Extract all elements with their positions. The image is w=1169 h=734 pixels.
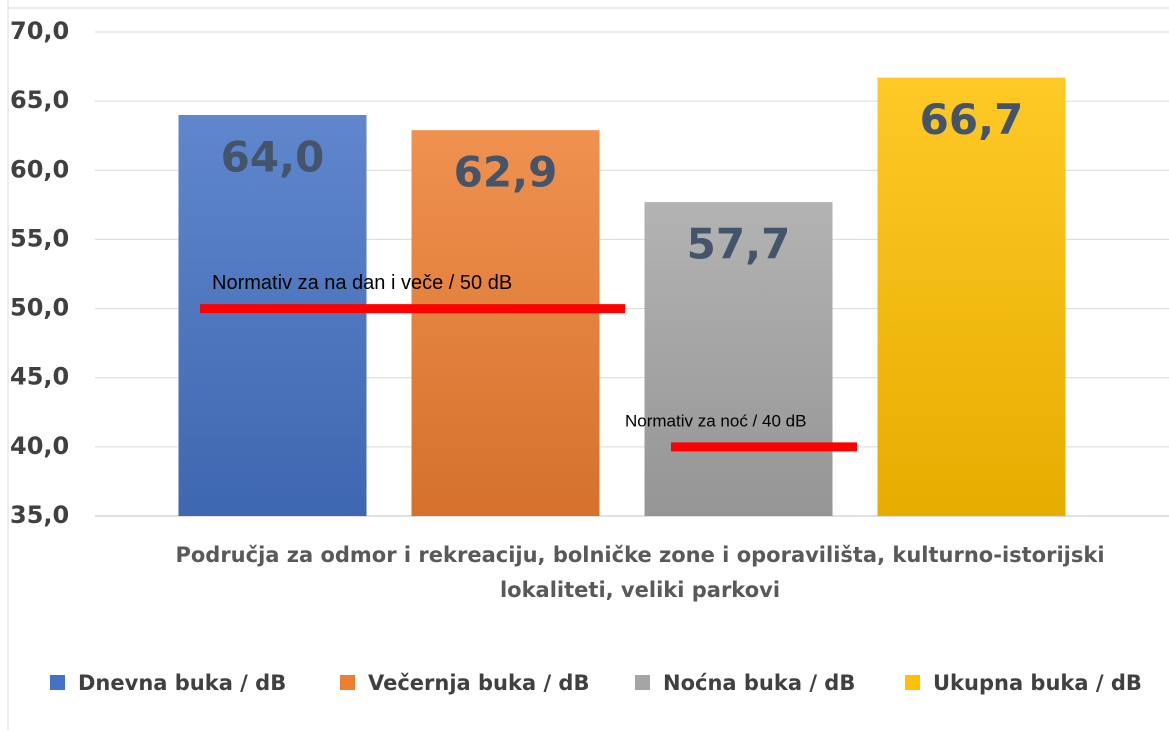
legend-swatch: [635, 675, 650, 690]
legend-swatch: [50, 675, 65, 690]
x-category-label: Područja za odmor i rekreaciju, bolničke…: [175, 543, 1104, 602]
y-tick-label: 55,0: [10, 224, 69, 252]
y-tick-label: 60,0: [10, 155, 69, 183]
annotation-label: Normativ za noć / 40 dB: [625, 411, 806, 430]
legend-label: Večernja buka / dB: [368, 671, 589, 695]
bar: [411, 130, 600, 516]
y-tick-label: 40,0: [10, 432, 69, 460]
y-tick-label: 45,0: [10, 363, 69, 391]
bar: [178, 114, 367, 516]
y-tick-label: 50,0: [10, 294, 69, 322]
value-label: 64,0: [221, 132, 325, 181]
legend-label: Dnevna buka / dB: [78, 671, 286, 695]
bar: [877, 77, 1066, 517]
value-label: 66,7: [920, 95, 1024, 144]
y-tick-label: 70,0: [10, 17, 69, 45]
value-label: 57,7: [687, 220, 791, 269]
y-tick-label: 35,0: [10, 501, 69, 529]
category-line: Područja za odmor i rekreaciju, bolničke…: [175, 543, 1104, 567]
legend-swatch: [905, 675, 920, 690]
legend-label: Noćna buka / dB: [663, 671, 855, 695]
category-line: lokaliteti, veliki parkovi: [500, 578, 780, 602]
annotation-label: Normativ za na dan i veče / 50 dB: [212, 272, 512, 294]
y-tick-label: 65,0: [10, 86, 69, 114]
value-label: 62,9: [454, 148, 558, 197]
legend-swatch: [340, 675, 355, 690]
bar: [644, 202, 833, 516]
legend-label: Ukupna buka / dB: [933, 671, 1142, 695]
